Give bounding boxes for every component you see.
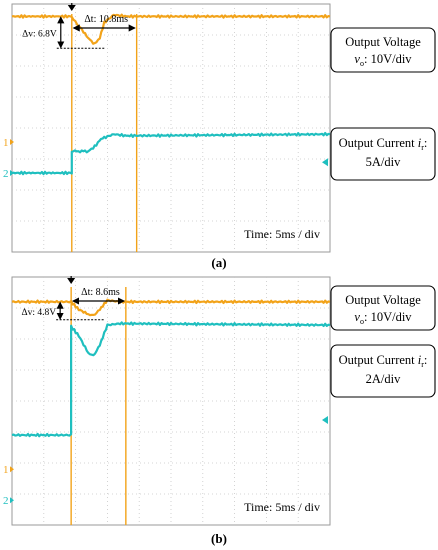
- right-channel-marker-icon: [322, 416, 328, 425]
- voltage-legend-box: [330, 285, 436, 331]
- panel-a-caption: (a): [211, 255, 226, 270]
- delta-t-label: Δt: 10.8ms: [84, 14, 128, 25]
- panel-b: 1 2 Δt: 8.6ms Δv: 4.8V Time: 5ms / div Output…: [3, 276, 436, 526]
- scope-grid: [12, 4, 330, 252]
- voltage-legend-box: [330, 27, 436, 73]
- voltage-legend-title: Output Voltage: [345, 35, 421, 49]
- channel-marker-2: 2: [3, 168, 9, 180]
- channel-marker-arrow-icon: [10, 466, 14, 473]
- time-per-div-label: Time: 5ms / div: [244, 500, 320, 514]
- channel-marker-arrow-icon: [10, 138, 14, 145]
- current-trace: [11, 131, 331, 176]
- channel-marker-2: 2: [3, 495, 9, 507]
- trigger-marker-icon: [67, 278, 76, 284]
- current-trace: [11, 321, 331, 438]
- delta-v-label: Δv: 6.8V: [22, 29, 57, 39]
- panel-a: 1 2 Δt: 10.8ms Δv: 6.8V Time: 5ms / div Outpu…: [3, 3, 436, 253]
- channel-marker-arrow-icon: [10, 497, 14, 504]
- current-legend-scale: 2A/div: [366, 372, 401, 386]
- voltage-legend-scale: vo: 10V/div: [354, 310, 412, 326]
- current-legend-title: Output Current ir:: [339, 136, 428, 152]
- delta-t-label: Δt: 8.6ms: [81, 287, 120, 298]
- voltage-trace: [11, 298, 331, 317]
- trigger-marker-icon: [67, 5, 76, 11]
- voltage-legend-title: Output Voltage: [345, 293, 421, 307]
- current-legend-title: Output Current ir:: [339, 353, 428, 369]
- channel-marker-arrow-icon: [10, 169, 14, 176]
- voltage-legend-scale: vo: 10V/div: [354, 52, 412, 68]
- delta-v-label: Δv: 4.8V: [22, 308, 57, 318]
- channel-marker-1: 1: [3, 464, 9, 476]
- right-channel-marker-icon: [322, 158, 328, 167]
- voltage-trace: [11, 13, 331, 45]
- time-per-div-label: Time: 5ms / div: [244, 227, 320, 241]
- current-legend-scale: 5A/div: [366, 155, 401, 169]
- scope-grid: [12, 277, 330, 525]
- current-legend-box: [330, 344, 436, 398]
- panel-b-caption: (b): [211, 531, 227, 546]
- channel-marker-1: 1: [3, 137, 9, 149]
- current-legend-box: [330, 127, 436, 181]
